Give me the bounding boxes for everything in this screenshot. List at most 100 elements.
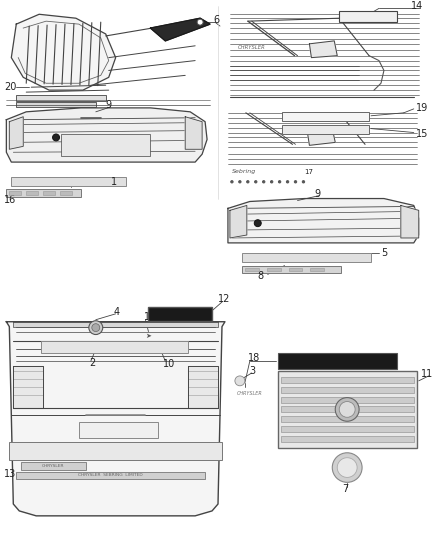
Bar [41,342,188,353]
Text: 4: 4 [114,307,120,317]
Bar [16,102,96,107]
Text: ➤: ➤ [145,333,152,338]
Polygon shape [9,117,23,149]
Bar [13,322,218,327]
Text: ▲: ▲ [94,325,98,330]
Circle shape [53,134,60,141]
Bar [289,268,303,271]
Polygon shape [11,14,116,90]
Text: 1: 1 [111,177,117,187]
Circle shape [197,19,203,25]
Bar [26,191,38,195]
Circle shape [302,181,305,183]
Polygon shape [188,366,218,408]
Text: Sebring: Sebring [232,169,256,174]
Text: CHRYSLER: CHRYSLER [42,464,64,467]
Bar [7,189,81,197]
Bar [282,112,369,120]
Text: 13: 13 [4,470,17,480]
Polygon shape [230,205,247,238]
Circle shape [254,220,261,227]
Text: 14: 14 [411,2,423,11]
Bar [61,134,150,156]
Circle shape [92,324,100,332]
Circle shape [271,181,273,183]
Circle shape [231,181,233,183]
Circle shape [335,398,359,421]
Bar [16,472,205,479]
Text: D: D [343,463,351,473]
Text: 7: 7 [342,484,349,494]
Text: 10: 10 [163,359,176,369]
Text: C H R Y S L E R: C H R Y S L E R [306,126,345,131]
Bar [245,268,259,271]
Bar [278,371,417,448]
Bar [9,191,21,195]
Text: CHRYSLER: CHRYSLER [237,391,263,396]
Bar [79,422,159,438]
Circle shape [239,181,241,183]
Circle shape [332,453,362,482]
Text: 12: 12 [218,294,230,304]
Circle shape [247,181,249,183]
Text: 15: 15 [416,130,428,140]
Bar [281,387,414,393]
Text: CHRYSLER: CHRYSLER [351,14,385,19]
Text: S E B R I N G: S E B R I N G [309,114,342,118]
Bar [339,11,397,22]
Text: 16: 16 [4,195,17,205]
Polygon shape [228,199,419,243]
Text: 9: 9 [314,189,321,199]
Text: 19: 19 [416,103,428,113]
Bar [21,462,86,470]
Text: 8: 8 [258,271,264,281]
Bar [281,407,414,413]
Text: 17: 17 [304,169,314,175]
Bar [281,426,414,432]
Bar [281,436,414,442]
Bar [11,177,126,185]
Text: SIGNATURE SERIES: SIGNATURE SERIES [314,364,361,368]
Bar [43,191,55,195]
Text: CHRYSLER: CHRYSLER [238,45,265,50]
Bar [281,397,414,402]
Bar [242,265,341,273]
Circle shape [286,181,289,183]
Polygon shape [13,366,43,408]
Circle shape [339,401,355,417]
Text: CHRYSLER  SEBRING  LIMITED: CHRYSLER SEBRING LIMITED [78,473,143,478]
Circle shape [254,181,257,183]
Circle shape [337,458,357,478]
Text: 5: 5 [381,248,387,258]
Bar [281,377,414,383]
Text: 6: 6 [213,15,219,25]
Bar [16,95,106,101]
Polygon shape [309,41,337,58]
Circle shape [294,181,297,183]
Text: 18: 18 [248,353,260,363]
Polygon shape [7,108,207,162]
Circle shape [279,181,281,183]
Bar [242,253,371,262]
Polygon shape [307,128,335,146]
Bar [267,268,281,271]
Polygon shape [150,18,210,41]
Bar [281,416,414,422]
Polygon shape [7,322,225,516]
Bar [278,353,397,369]
Text: Chrysler: Chrysler [323,356,352,362]
Bar [282,125,369,133]
Text: 17: 17 [144,312,156,322]
Polygon shape [185,117,202,149]
Text: 20: 20 [4,82,17,92]
Circle shape [235,376,245,386]
Polygon shape [401,205,419,238]
Bar [60,191,72,195]
Text: 2: 2 [89,358,95,368]
Circle shape [89,321,103,335]
Bar [9,442,222,459]
Text: FLEX FUEL: FLEX FUEL [163,311,198,317]
Text: 3: 3 [250,366,256,376]
Text: 9: 9 [106,100,112,110]
Circle shape [262,181,265,183]
